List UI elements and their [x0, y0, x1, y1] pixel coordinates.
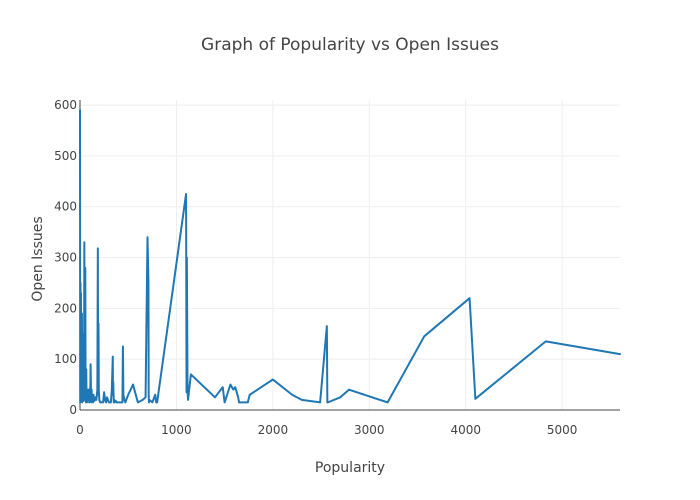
y-axis-title: Open Issues [30, 216, 46, 301]
x-tick-label: 3000 [354, 423, 385, 437]
y-tick-label: 600 [54, 98, 77, 112]
y-tick-label: 300 [54, 251, 77, 265]
y-tick-label: 100 [54, 352, 77, 366]
y-tick-label: 0 [69, 403, 77, 417]
y-tick-label: 200 [54, 301, 77, 315]
chart-title: Graph of Popularity vs Open Issues [201, 35, 499, 55]
x-tick-label: 2000 [258, 423, 289, 437]
tick-labels: 0 100 200 300 400 500 600 0 1000 2000 3000 4000 5000 [54, 98, 577, 437]
y-tick-label: 500 [54, 149, 77, 163]
y-tick-label: 400 [54, 200, 77, 214]
x-tick-label: 4000 [450, 423, 481, 437]
x-tick-label: 1000 [161, 423, 192, 437]
series-line-0 [79, 109, 621, 404]
x-axis-title: Popularity [315, 460, 385, 476]
x-tick-label: 5000 [547, 423, 578, 437]
x-tick-label: 0 [76, 423, 84, 437]
plot-area [79, 109, 621, 404]
